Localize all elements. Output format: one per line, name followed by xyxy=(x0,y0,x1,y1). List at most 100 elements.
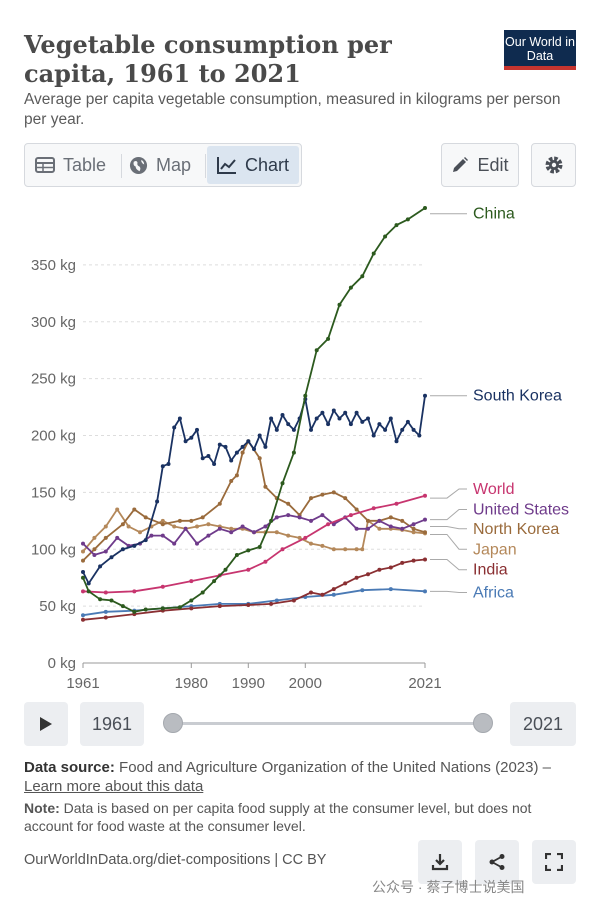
data-point xyxy=(360,274,365,279)
data-point xyxy=(400,518,405,523)
y-tick-label: 50 kg xyxy=(39,598,76,615)
data-point xyxy=(291,450,296,455)
data-point xyxy=(286,533,291,538)
footer-url[interactable]: OurWorldInData.org/diet-compositions | C… xyxy=(24,852,327,868)
x-tick-label: 1980 xyxy=(175,675,208,692)
data-point xyxy=(343,410,348,415)
data-point xyxy=(411,526,416,531)
download-button[interactable] xyxy=(418,840,462,884)
data-point xyxy=(223,444,228,449)
data-point xyxy=(303,393,308,398)
edit-button[interactable]: Edit xyxy=(441,143,519,187)
data-point xyxy=(212,579,217,584)
data-point xyxy=(206,522,211,527)
share-button[interactable] xyxy=(475,840,519,884)
data-point xyxy=(280,413,285,418)
chart-title: Vegetable consumption per capita, 1961 t… xyxy=(24,30,392,88)
data-point xyxy=(98,597,103,602)
data-point xyxy=(217,442,222,447)
y-tick-label: 100 kg xyxy=(31,541,76,558)
data-point xyxy=(86,581,91,586)
data-point xyxy=(366,518,370,523)
data-point xyxy=(263,444,268,449)
data-point xyxy=(309,518,313,523)
data-point xyxy=(280,481,285,486)
learn-more-link[interactable]: Learn more about this data xyxy=(24,778,204,795)
data-point xyxy=(337,302,342,307)
data-point xyxy=(120,522,125,527)
data-point xyxy=(177,518,182,523)
data-point xyxy=(360,588,365,593)
data-point xyxy=(348,422,353,427)
note-label: Note: xyxy=(24,800,60,816)
data-point xyxy=(103,524,108,529)
data-point xyxy=(423,393,427,398)
data-point xyxy=(189,606,194,611)
tab-map[interactable]: Map xyxy=(129,146,209,184)
play-button[interactable] xyxy=(24,702,68,746)
data-point xyxy=(303,535,308,540)
data-point xyxy=(200,590,205,595)
fullscreen-button[interactable] xyxy=(532,840,576,884)
data-point xyxy=(177,416,182,421)
settings-button[interactable] xyxy=(531,143,576,187)
y-tick-label: 300 kg xyxy=(31,314,76,331)
start-handle[interactable] xyxy=(163,713,183,733)
data-point xyxy=(423,517,427,522)
owid-logo[interactable]: Our World in Data xyxy=(504,30,576,70)
data-point xyxy=(371,251,376,256)
data-point xyxy=(92,552,97,557)
data-point xyxy=(246,439,251,444)
data-point xyxy=(366,526,370,531)
data-point xyxy=(377,518,382,523)
series-label: Africa xyxy=(473,584,514,601)
data-point xyxy=(326,422,331,427)
data-point xyxy=(337,416,342,421)
data-point xyxy=(343,547,348,552)
line-chart-icon xyxy=(217,157,236,174)
data-point xyxy=(400,526,405,531)
end-handle[interactable] xyxy=(473,713,493,733)
data-point xyxy=(274,598,279,603)
data-point xyxy=(257,456,262,461)
data-point xyxy=(331,592,336,597)
data-point xyxy=(240,450,245,455)
timeline-track[interactable] xyxy=(173,722,483,725)
start-year[interactable]: 1961 xyxy=(80,702,144,746)
data-point xyxy=(274,427,279,432)
data-point xyxy=(92,547,97,552)
share-icon xyxy=(489,854,505,870)
tab-divider xyxy=(205,154,206,178)
data-point xyxy=(166,461,171,466)
data-point xyxy=(132,609,137,614)
data-point xyxy=(246,602,251,607)
data-point xyxy=(160,518,165,523)
data-point xyxy=(314,416,319,421)
data-point xyxy=(354,526,359,531)
data-point xyxy=(234,450,239,455)
series-label: South Korea xyxy=(473,388,562,405)
y-tick-label: 350 kg xyxy=(31,257,76,274)
label-connector xyxy=(430,526,467,530)
data-point xyxy=(98,564,103,569)
data-point xyxy=(234,552,239,557)
data-point xyxy=(172,524,177,529)
tab-chart[interactable]: Chart xyxy=(207,146,299,184)
data-point xyxy=(291,427,296,432)
data-point xyxy=(331,408,336,413)
tab-table[interactable]: Table xyxy=(35,146,125,184)
data-point xyxy=(149,533,154,538)
end-year[interactable]: 2021 xyxy=(510,702,576,746)
series-line-japan xyxy=(82,508,426,553)
x-tick-label: 2000 xyxy=(289,675,322,692)
play-icon xyxy=(40,717,52,731)
data-point xyxy=(423,589,427,594)
data-point xyxy=(314,348,319,353)
data-point xyxy=(320,513,325,518)
data-point xyxy=(81,617,85,622)
data-point xyxy=(263,559,268,564)
data-point xyxy=(400,427,405,432)
data-point xyxy=(309,496,313,501)
label-connector xyxy=(430,533,467,550)
data-point xyxy=(354,410,359,415)
